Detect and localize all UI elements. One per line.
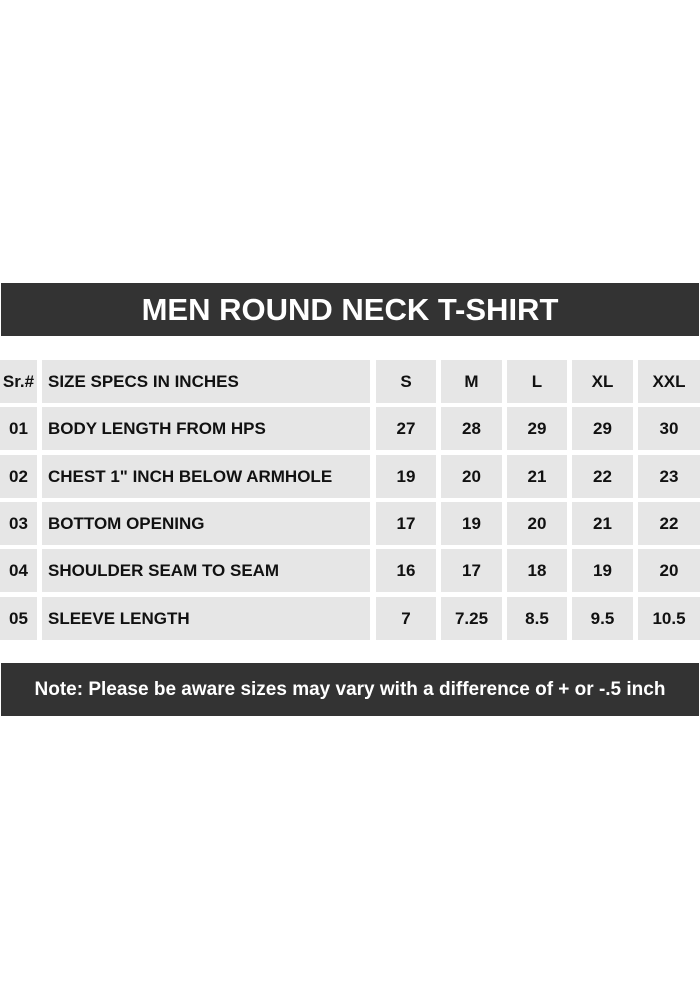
table-cell: 21	[507, 455, 567, 498]
table-header-row: Sr.# SIZE SPECS IN INCHES S M L XL XXL	[0, 360, 700, 403]
table-cell: 20	[507, 502, 567, 545]
header-cell: S	[376, 360, 436, 403]
table-cell: 21	[572, 502, 633, 545]
table-row: 01 BODY LENGTH FROM HPS 27 28 29 29 30	[0, 407, 700, 450]
table-cell: 02	[0, 455, 37, 498]
table-cell: CHEST 1" INCH BELOW ARMHOLE	[42, 455, 370, 498]
table-row: 03 BOTTOM OPENING 17 19 20 21 22	[0, 502, 700, 545]
header-cell: SIZE SPECS IN INCHES	[42, 360, 370, 403]
table-row: 04 SHOULDER SEAM TO SEAM 16 17 18 19 20	[0, 549, 700, 592]
table-row: 05 SLEEVE LENGTH 7 7.25 8.5 9.5 10.5	[0, 597, 700, 640]
table-cell: 16	[376, 549, 436, 592]
header-cell: XL	[572, 360, 633, 403]
table-cell: BODY LENGTH FROM HPS	[42, 407, 370, 450]
table-cell: 7	[376, 597, 436, 640]
table-cell: 04	[0, 549, 37, 592]
table-cell: 01	[0, 407, 37, 450]
header-cell: Sr.#	[0, 360, 37, 403]
table-cell: 9.5	[572, 597, 633, 640]
table-cell: 10.5	[638, 597, 700, 640]
chart-title: MEN ROUND NECK T-SHIRT	[1, 283, 699, 336]
table-cell: 23	[638, 455, 700, 498]
table-cell: 29	[572, 407, 633, 450]
table-cell: SHOULDER SEAM TO SEAM	[42, 549, 370, 592]
header-cell: XXL	[638, 360, 700, 403]
table-cell: SLEEVE LENGTH	[42, 597, 370, 640]
header-cell: L	[507, 360, 567, 403]
table-cell: 8.5	[507, 597, 567, 640]
table-cell: 05	[0, 597, 37, 640]
table-cell: 20	[441, 455, 502, 498]
table-row: 02 CHEST 1" INCH BELOW ARMHOLE 19 20 21 22 23	[0, 455, 700, 498]
table-cell: BOTTOM OPENING	[42, 502, 370, 545]
table-cell: 7.25	[441, 597, 502, 640]
table-cell: 22	[638, 502, 700, 545]
table-cell: 20	[638, 549, 700, 592]
table-cell: 29	[507, 407, 567, 450]
table-cell: 18	[507, 549, 567, 592]
header-cell: M	[441, 360, 502, 403]
size-note: Note: Please be aware sizes may vary wit…	[1, 663, 699, 716]
table-cell: 22	[572, 455, 633, 498]
table-cell: 30	[638, 407, 700, 450]
table-cell: 19	[572, 549, 633, 592]
table-cell: 17	[376, 502, 436, 545]
table-cell: 17	[441, 549, 502, 592]
table-cell: 19	[376, 455, 436, 498]
table-cell: 28	[441, 407, 502, 450]
table-cell: 19	[441, 502, 502, 545]
table-cell: 03	[0, 502, 37, 545]
table-cell: 27	[376, 407, 436, 450]
